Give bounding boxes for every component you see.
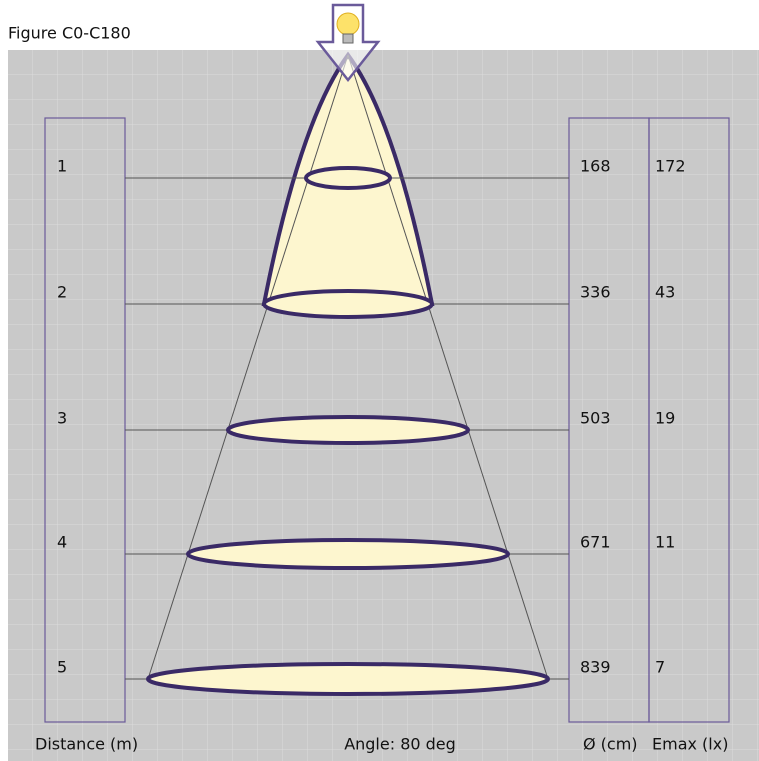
diameter: 671 bbox=[580, 533, 611, 552]
emax: 43 bbox=[655, 283, 675, 302]
diameter: 168 bbox=[580, 157, 611, 176]
diameter: 336 bbox=[580, 283, 611, 302]
rows: 1 168 172 2 336 43 3 503 19 4 671 11 5 839 7 bbox=[57, 157, 686, 696]
emax: 7 bbox=[655, 658, 665, 677]
distance-column bbox=[44, 117, 126, 723]
emax-label: Emax (lx) bbox=[652, 735, 728, 754]
distance: 5 bbox=[57, 658, 67, 677]
light-spot bbox=[146, 662, 550, 696]
light-spot bbox=[262, 289, 434, 319]
emax: 19 bbox=[655, 409, 675, 428]
cone-edge bbox=[147, 54, 349, 680]
distance: 4 bbox=[57, 533, 67, 552]
emax: 11 bbox=[655, 533, 675, 552]
cone-edge bbox=[347, 54, 549, 680]
distance: 1 bbox=[57, 157, 67, 176]
light-spot bbox=[226, 415, 470, 445]
emax: 172 bbox=[655, 157, 686, 176]
distance-label: Distance (m) bbox=[35, 735, 138, 754]
distance: 3 bbox=[57, 409, 67, 428]
diameter: 839 bbox=[580, 658, 611, 677]
title: Figure C0-C180 bbox=[8, 24, 131, 43]
angle-label: Angle: 80 deg bbox=[344, 735, 456, 754]
diameter-label: Ø (cm) bbox=[583, 735, 638, 754]
light-spot bbox=[186, 538, 510, 570]
light-spot bbox=[304, 166, 392, 190]
distance: 2 bbox=[57, 283, 67, 302]
diameter: 503 bbox=[580, 409, 611, 428]
emax-column bbox=[648, 117, 730, 723]
lamp-icon bbox=[315, 3, 381, 83]
